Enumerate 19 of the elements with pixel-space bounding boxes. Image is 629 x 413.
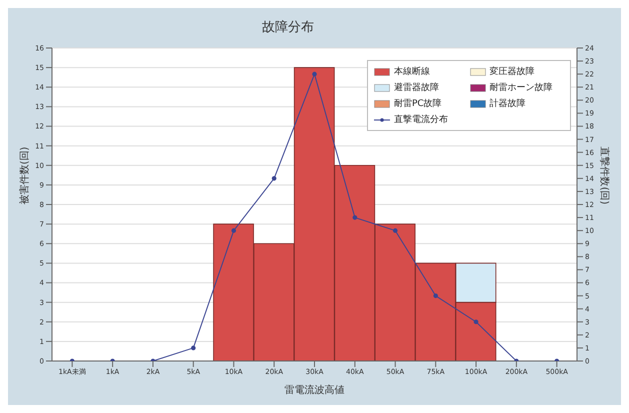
legend-label: 耐雷PC故障 [394, 98, 442, 110]
legend-label: 直撃電流分布 [394, 114, 448, 126]
point [231, 228, 236, 233]
y2-axis-title: 直撃件数(回) [598, 146, 610, 205]
point [392, 228, 398, 233]
chart-title: 故障分布 [261, 19, 315, 36]
legend-label: 耐雷ホーン故障 [490, 82, 552, 94]
point [272, 176, 276, 181]
legend-label: 変圧器故障 [490, 66, 534, 78]
point [433, 293, 438, 298]
point [312, 72, 317, 76]
point [191, 346, 196, 350]
legend-label: 本線断線 [394, 66, 430, 78]
legend-label: 計器故障 [490, 98, 526, 110]
x-axis-title: 雷電流波高値 [284, 384, 344, 396]
legend-label: 避雷器故障 [394, 82, 439, 94]
point [352, 215, 358, 220]
point [474, 320, 478, 324]
y-axis-title: 被害件数(回) [18, 146, 31, 204]
